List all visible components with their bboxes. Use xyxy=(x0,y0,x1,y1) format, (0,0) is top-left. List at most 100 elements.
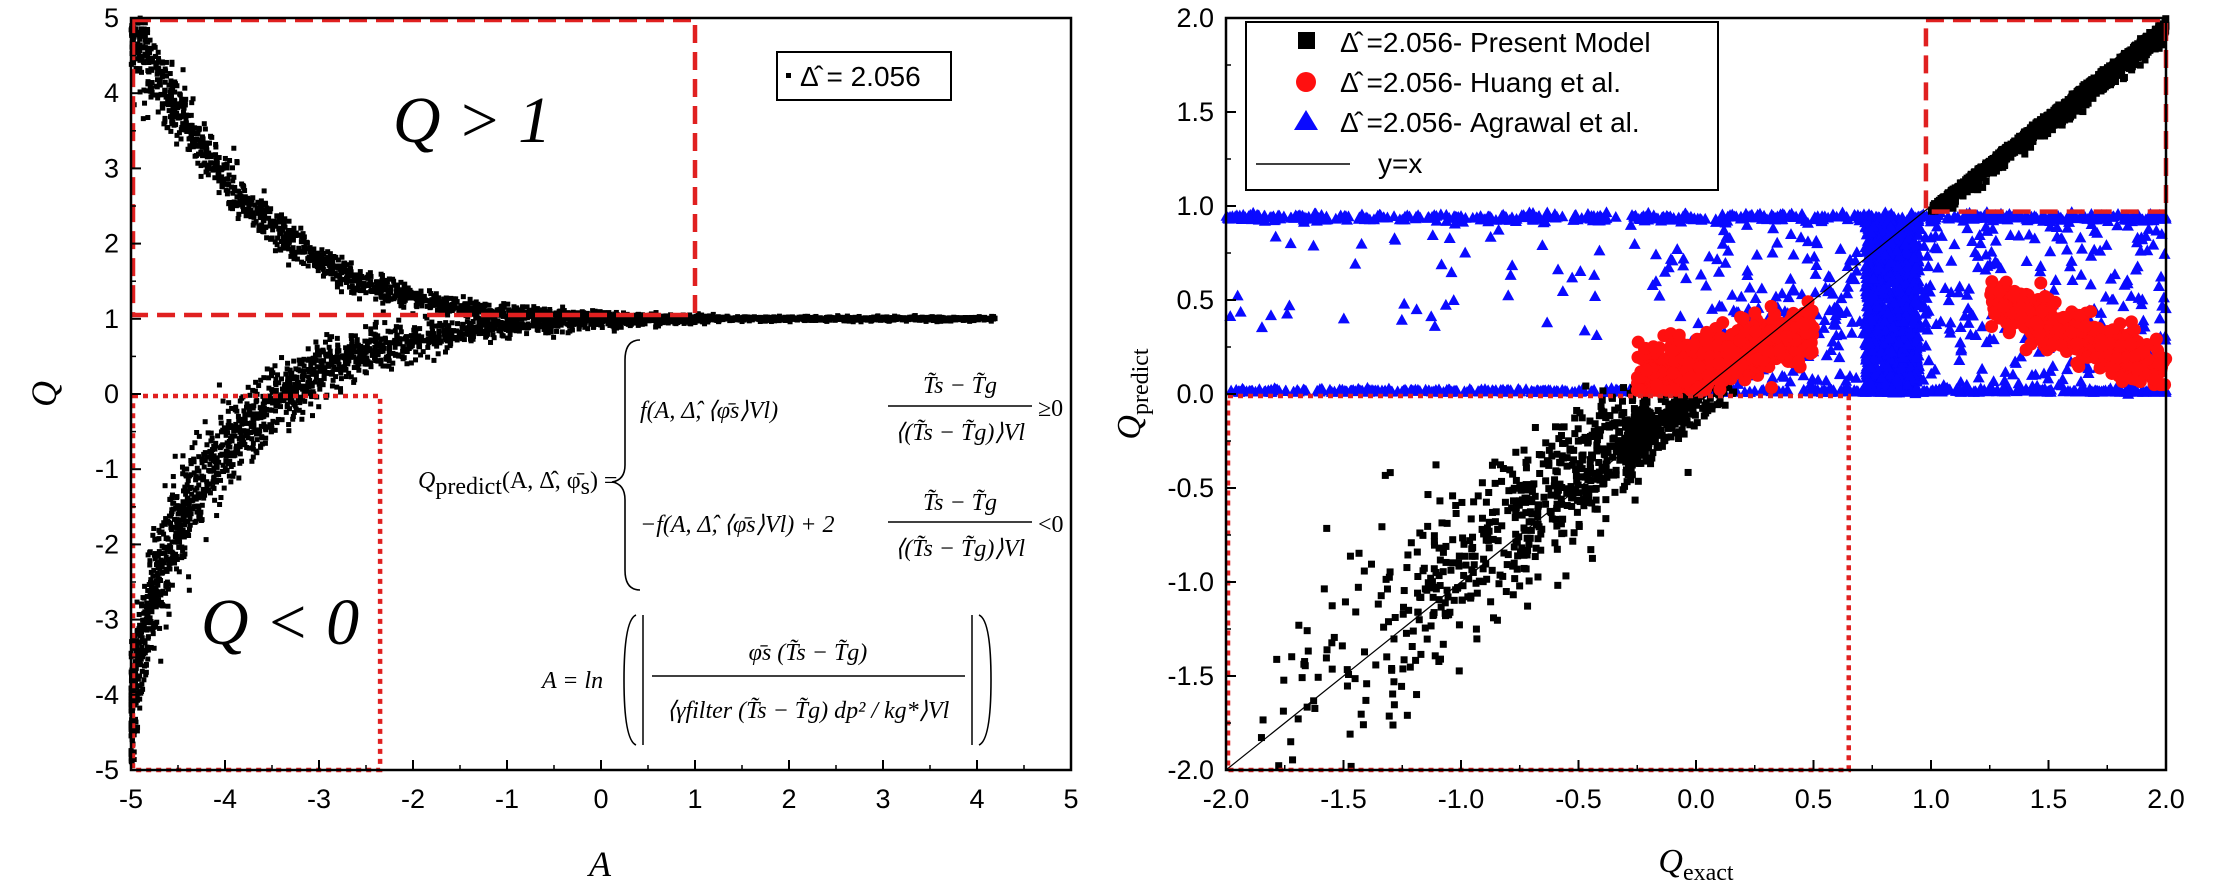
left-point xyxy=(159,101,165,107)
left-point xyxy=(510,316,516,322)
left-point xyxy=(388,284,394,290)
left-point xyxy=(460,294,466,300)
left-y-tick-label: -1 xyxy=(95,454,119,484)
left-point xyxy=(325,257,331,263)
left-point xyxy=(282,224,288,230)
left-point xyxy=(525,313,531,319)
left-point xyxy=(565,330,571,336)
left-point xyxy=(155,565,161,571)
left-point xyxy=(251,411,257,417)
left-point xyxy=(196,482,202,488)
left-point xyxy=(495,319,501,325)
left-point xyxy=(164,568,170,574)
left-point xyxy=(142,20,148,26)
left-point xyxy=(918,314,924,320)
left-point xyxy=(268,373,274,379)
left-point xyxy=(188,457,194,463)
left-point xyxy=(397,299,403,305)
left-point xyxy=(146,59,152,65)
left-point xyxy=(249,436,255,442)
left-point xyxy=(131,645,137,651)
left-point xyxy=(433,291,439,297)
left-point xyxy=(182,551,188,557)
left-point xyxy=(248,403,254,409)
left-point xyxy=(180,471,186,477)
left-point xyxy=(499,307,505,313)
left-point xyxy=(324,369,330,375)
left-point xyxy=(582,324,588,330)
left-point xyxy=(390,360,396,366)
left-point xyxy=(230,199,236,205)
left-point xyxy=(372,344,378,350)
left-point xyxy=(444,295,450,301)
left-point xyxy=(392,344,398,350)
left-point xyxy=(287,406,293,412)
agrawal-point xyxy=(1517,211,1530,222)
left-point xyxy=(505,318,511,324)
left-point xyxy=(368,364,374,370)
left-point xyxy=(202,450,208,456)
left-point xyxy=(383,280,389,286)
left-point xyxy=(224,165,230,171)
equation-a-lhs: A = ln xyxy=(540,668,603,694)
left-y-tick-label: 5 xyxy=(104,3,119,33)
left-point xyxy=(312,252,318,258)
left-x-axis-label: A xyxy=(587,844,612,884)
left-point xyxy=(177,539,183,545)
left-point xyxy=(154,572,160,578)
left-point xyxy=(182,122,188,128)
agrawal-point xyxy=(1609,210,1622,222)
left-point xyxy=(597,321,603,327)
left-point xyxy=(244,198,250,204)
left-point xyxy=(554,328,560,334)
left-point xyxy=(161,531,167,537)
left-point xyxy=(199,473,205,479)
left-point xyxy=(277,219,283,225)
left-point xyxy=(513,305,519,311)
left-point xyxy=(385,353,391,359)
left-point xyxy=(901,316,907,322)
left-point xyxy=(185,128,191,134)
left-point xyxy=(339,254,345,260)
left-point xyxy=(388,366,394,372)
left-point xyxy=(181,466,187,472)
left-point xyxy=(131,757,137,763)
left-x-tick-label: -3 xyxy=(307,784,331,814)
left-point xyxy=(359,356,365,362)
left-point xyxy=(241,428,247,434)
left-point xyxy=(880,314,886,320)
left-point xyxy=(213,144,219,150)
left-point xyxy=(298,225,304,231)
left-point xyxy=(248,424,254,430)
left-point xyxy=(338,376,344,382)
left-point xyxy=(470,336,476,342)
left-point xyxy=(213,157,219,163)
left-point xyxy=(153,562,159,568)
left-point xyxy=(215,169,221,175)
left-point xyxy=(383,286,389,292)
left-point xyxy=(501,304,507,310)
left-point xyxy=(435,351,441,357)
agrawal-point xyxy=(1499,210,1512,222)
left-point xyxy=(258,198,264,204)
left-point xyxy=(251,403,257,409)
left-point xyxy=(261,397,267,403)
left-point xyxy=(162,119,168,125)
left-point xyxy=(327,251,333,257)
left-point xyxy=(404,339,410,345)
left-point xyxy=(137,673,143,679)
left-point xyxy=(317,256,323,262)
left-point xyxy=(438,308,444,314)
left-point xyxy=(427,300,433,306)
left-point xyxy=(649,316,655,322)
left-point xyxy=(153,601,159,607)
left-point xyxy=(236,424,242,430)
left-point xyxy=(398,279,404,285)
left-point xyxy=(174,132,180,138)
left-x-tick-label: 1 xyxy=(687,784,702,814)
left-point xyxy=(148,584,154,590)
left-point xyxy=(334,284,340,290)
left-point xyxy=(470,319,476,325)
left-point xyxy=(202,126,208,132)
left-point xyxy=(284,383,290,389)
